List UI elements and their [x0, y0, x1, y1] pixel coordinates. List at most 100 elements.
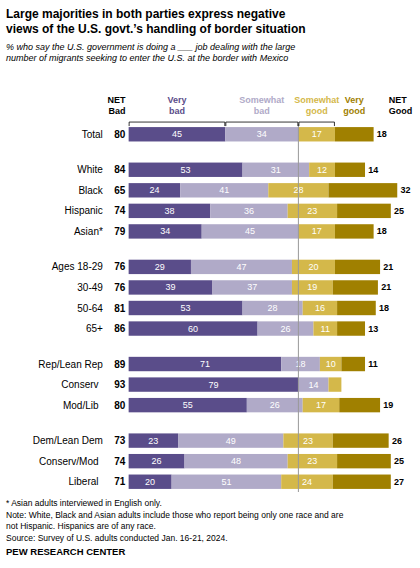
bar-segment: [258, 321, 314, 335]
net-bad-values: 808465747976768186899380737471: [114, 129, 126, 487]
data-label: 31: [271, 165, 281, 175]
category-label: Conserv: [61, 379, 98, 390]
bracket: [129, 122, 225, 126]
category-labels: TotalWhiteBlackHispanicAsian*Ages 18-293…: [33, 129, 104, 487]
data-labels: 4553243834293953607179552326203431413645…: [145, 129, 410, 486]
bar-segment: [129, 398, 247, 412]
data-label: 39: [166, 282, 176, 292]
net-bad-value: 80: [114, 129, 126, 140]
net-bad-value: 76: [114, 261, 126, 272]
category-label: Total: [82, 129, 103, 140]
data-label: 14: [368, 165, 378, 175]
data-label: 10: [326, 359, 336, 369]
data-label: 13: [368, 324, 378, 334]
data-label: 41: [219, 185, 229, 195]
bar-segment: [243, 301, 303, 315]
data-label: 11: [368, 359, 378, 369]
column-header: NETGood: [389, 95, 413, 116]
data-label: 26: [392, 436, 402, 446]
data-label: 60: [188, 324, 198, 334]
data-label: 17: [316, 400, 326, 410]
data-label: 38: [164, 206, 174, 216]
net-bad-value: 74: [114, 205, 126, 216]
bar-segment: [180, 183, 268, 197]
data-label: 18: [377, 226, 387, 236]
bar-segment: [129, 280, 213, 294]
bar-segment: [129, 260, 191, 274]
data-label: 21: [383, 262, 393, 272]
bar-segment: [339, 398, 380, 412]
category-label: Liberal: [69, 476, 99, 487]
series-3: [328, 127, 397, 489]
bar-segment: [333, 280, 378, 294]
column-header: Somewhatbad: [239, 95, 284, 116]
footnote: Note: White, Black and Asian adults incl…: [6, 510, 344, 531]
data-label: 71: [200, 359, 210, 369]
column-header: Somewhatgood: [294, 95, 339, 116]
data-label: 48: [231, 456, 241, 466]
bar-segment: [328, 183, 397, 197]
divider: [298, 124, 299, 492]
data-label: 34: [257, 129, 267, 139]
net-bad-value: 73: [114, 435, 126, 446]
bar-segment: [129, 224, 202, 238]
category-label: Mod/Lib: [63, 400, 99, 411]
category-label: Ages 18-29: [52, 261, 104, 272]
category-label: Black: [78, 185, 103, 196]
data-label: 53: [181, 165, 191, 175]
category-label: Rep/Lean Rep: [38, 359, 103, 370]
bar-segment: [298, 377, 328, 391]
net-bad-value: 81: [114, 303, 126, 314]
bar-segment: [243, 163, 310, 177]
bar-segment: [337, 301, 376, 315]
data-label: 19: [307, 282, 317, 292]
bar-segment: [129, 454, 185, 468]
bar-segment: [333, 475, 391, 489]
data-label: 27: [394, 477, 404, 487]
bar-segment: [129, 183, 181, 197]
data-label: 23: [148, 436, 158, 446]
bracket: [299, 122, 335, 126]
subtitle: % who say the U.S. government is doing a…: [6, 42, 295, 63]
data-label: 18: [379, 303, 389, 313]
data-label: 24: [149, 185, 159, 195]
bracket: [226, 122, 298, 126]
data-label: 45: [172, 129, 182, 139]
data-label: 20: [308, 262, 318, 272]
bar-segment: [298, 224, 335, 238]
column-header: Verygood: [343, 95, 365, 116]
bar-segment: [247, 398, 303, 412]
data-label: 79: [209, 380, 219, 390]
data-label: 51: [221, 477, 231, 487]
net-bad-value: 65: [114, 185, 126, 196]
bar-segment: [337, 204, 391, 218]
net-bad-value: 93: [114, 379, 126, 390]
column-header: Verybad: [167, 95, 186, 116]
category-label: Conserv/Mod: [39, 456, 98, 467]
net-bad-value: 71: [114, 476, 126, 487]
data-label: 55: [183, 400, 193, 410]
net-bad-value: 79: [114, 226, 126, 237]
category-label: White: [77, 164, 103, 175]
brackets: [129, 122, 334, 126]
bar-segment: [337, 321, 365, 335]
net-bad-value: 80: [114, 400, 126, 411]
bar-segment: [335, 260, 380, 274]
bar-segment: [303, 398, 340, 412]
bar-segment: [225, 127, 298, 141]
bar-segment: [202, 224, 299, 238]
data-label: 18: [296, 359, 306, 369]
net-bad-value: 76: [114, 282, 126, 293]
bar-segment: [210, 204, 287, 218]
bar-segment: [283, 433, 332, 447]
net-bad-value: 74: [114, 456, 126, 467]
bar-segment: [288, 204, 337, 218]
bar-segment: [320, 357, 341, 371]
net-bad-value: 84: [114, 164, 126, 175]
data-label: 17: [312, 129, 322, 139]
data-label: 36: [244, 206, 254, 216]
bar-segment: [281, 357, 320, 371]
footnote: * Asian adults interviewed in English on…: [6, 498, 162, 508]
bar-segment: [333, 433, 389, 447]
data-label: 53: [181, 303, 191, 313]
